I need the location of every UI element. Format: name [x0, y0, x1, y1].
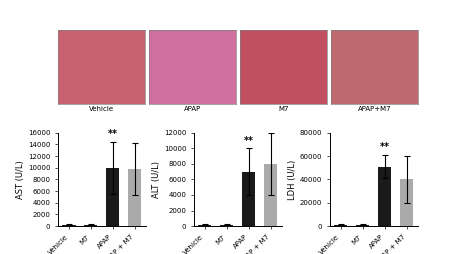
Bar: [333, 225, 347, 226]
Bar: [242, 172, 255, 226]
Bar: [198, 225, 211, 226]
Bar: [263, 164, 277, 226]
X-axis label: Vehicle: Vehicle: [88, 106, 113, 113]
Bar: [128, 169, 141, 226]
Y-axis label: LDH (U/L): LDH (U/L): [288, 159, 296, 200]
Text: **: **: [379, 142, 389, 152]
Y-axis label: ALT (U/L): ALT (U/L): [152, 161, 161, 198]
Bar: [62, 225, 75, 226]
Bar: [377, 167, 390, 226]
Bar: [84, 225, 97, 226]
Bar: [106, 168, 119, 226]
Text: **: **: [107, 129, 118, 139]
X-axis label: APAP+M7: APAP+M7: [357, 106, 390, 113]
X-axis label: M7: M7: [277, 106, 288, 113]
Bar: [356, 225, 369, 226]
Text: **: **: [243, 136, 253, 146]
Y-axis label: AST (U/L): AST (U/L): [16, 160, 25, 199]
X-axis label: APAP: APAP: [183, 106, 200, 113]
Bar: [220, 225, 233, 226]
Bar: [399, 180, 413, 226]
